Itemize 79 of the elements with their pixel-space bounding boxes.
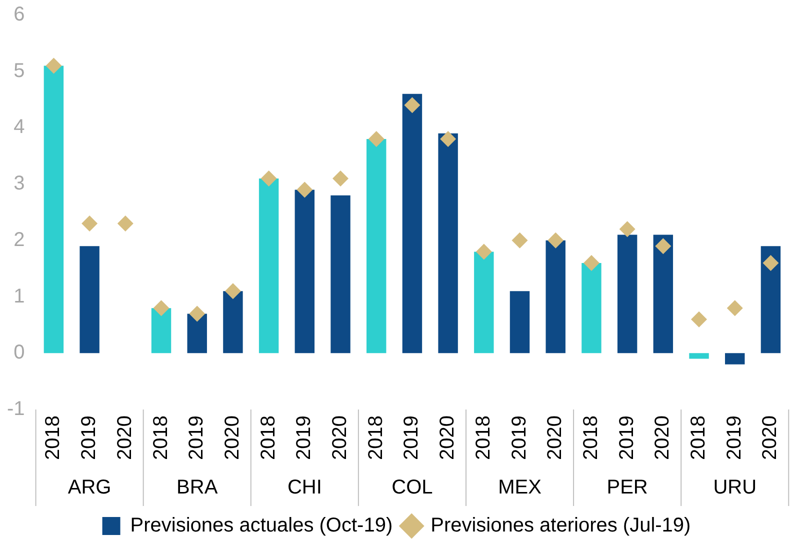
y-tick-label: 5	[14, 60, 25, 82]
x-tick-label: 2020	[114, 416, 136, 460]
point	[619, 221, 636, 238]
bar	[546, 240, 566, 354]
x-tick-label: 2019	[400, 416, 423, 460]
bar	[582, 262, 602, 354]
x-tick-label: 2018	[472, 416, 494, 460]
legend-label: Previsiones actuales (Oct-19)	[130, 514, 393, 537]
x-tick-label: 2019	[508, 416, 530, 460]
bar	[510, 291, 530, 354]
text: MEX	[498, 476, 542, 499]
x-tick-label: 2018	[42, 416, 64, 460]
bar	[187, 314, 207, 354]
point	[726, 300, 743, 316]
point	[82, 216, 98, 232]
x-tick-label: 2020	[544, 416, 566, 460]
x-tick-label: 2020	[759, 416, 782, 460]
x-tick-label: 2019	[616, 416, 638, 460]
bar	[330, 195, 350, 354]
x-tick-label: 2018	[364, 416, 387, 460]
point	[296, 182, 313, 198]
x-tick-label: 2019	[186, 416, 208, 460]
point	[332, 170, 349, 186]
text: COL	[392, 476, 433, 499]
text: CHI	[287, 476, 322, 499]
y-tick-label: 6	[14, 4, 25, 26]
text: PER	[606, 476, 648, 499]
bar	[258, 178, 279, 354]
bar	[474, 252, 494, 354]
bar	[402, 94, 422, 354]
bar	[223, 291, 243, 354]
point	[440, 130, 456, 147]
y-tick-label: 0	[14, 342, 25, 364]
point	[153, 300, 170, 316]
point	[189, 306, 206, 322]
bar	[760, 246, 781, 354]
bar	[653, 234, 674, 354]
text: ARG	[68, 476, 112, 499]
x-tick-label: 2019	[723, 416, 746, 460]
x-tick-label: 2018	[580, 416, 602, 460]
x-tick-label: 2018	[688, 416, 710, 460]
y-tick-label: 2	[14, 228, 25, 251]
x-tick-label: 2019	[293, 416, 316, 460]
x-tick-label: 2018	[257, 416, 280, 460]
x-tick-label: 2019	[78, 416, 100, 460]
point	[368, 130, 384, 147]
bar	[617, 234, 638, 354]
x-tick-label: 2020	[221, 416, 244, 460]
point	[762, 254, 779, 271]
y-tick-label: -1	[6, 398, 25, 420]
bar	[151, 308, 172, 354]
point	[260, 170, 277, 186]
point	[224, 283, 241, 300]
bar	[725, 353, 745, 364]
bar	[689, 353, 709, 359]
bar	[294, 190, 315, 354]
point	[583, 254, 600, 271]
text: BRA	[176, 476, 218, 499]
point	[548, 232, 564, 248]
text: URU	[713, 476, 757, 499]
point	[404, 97, 420, 114]
y-tick-label: 4	[14, 116, 25, 138]
x-tick-label: 2020	[329, 416, 352, 460]
x-tick-label: 2018	[150, 416, 172, 460]
point	[476, 244, 492, 260]
bar	[366, 138, 386, 354]
point	[117, 216, 134, 232]
legend-label: Previsiones ateriores (Jul-19)	[430, 514, 691, 537]
bar	[438, 133, 458, 354]
point	[512, 232, 528, 248]
point	[46, 58, 62, 74]
y-tick-label: 1	[14, 285, 25, 308]
point	[691, 311, 708, 328]
y-tick-label: 3	[14, 172, 25, 195]
bar	[44, 66, 64, 354]
x-tick-label: 2020	[436, 416, 459, 460]
bar	[80, 246, 100, 354]
point	[655, 238, 672, 254]
x-tick-label: 2020	[652, 416, 674, 460]
